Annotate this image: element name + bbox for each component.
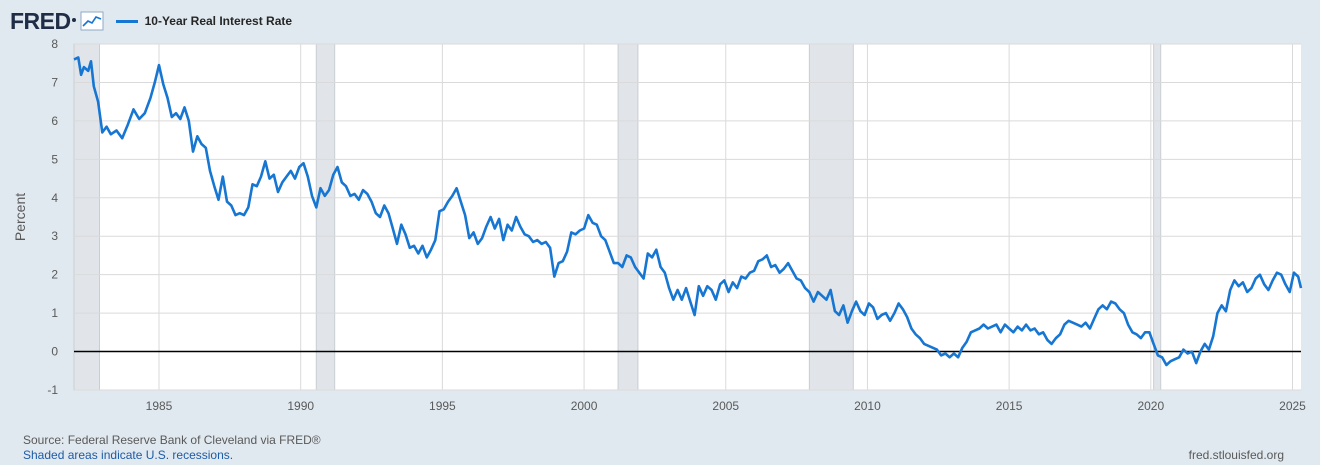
x-tick-label: 2010	[854, 399, 881, 413]
recessions-note[interactable]: Shaded areas indicate U.S. recessions.	[23, 448, 234, 462]
chart-header: FRED 10-Year Real Interest Rate	[10, 6, 292, 36]
y-tick-label: 7	[51, 75, 58, 89]
fred-logo[interactable]: FRED	[10, 7, 71, 34]
series-line	[73, 56, 1303, 367]
chart: -1 0 1 2 3 4 5 6 7 8 1985 1990 1995 2000 2005 2010 2015 2…	[12, 37, 1306, 413]
plot-area	[74, 44, 1301, 390]
source-note: Source: Federal Reserve Bank of Clevelan…	[23, 433, 321, 447]
x-tick-label: 2020	[1137, 399, 1164, 413]
y-tick-label: -1	[47, 383, 58, 397]
recession-band	[617, 43, 639, 391]
y-tick-label: 4	[51, 191, 58, 205]
line-graph-icon	[80, 11, 104, 31]
y-tick-label: 1	[51, 306, 58, 320]
x-tick-label: 2015	[996, 399, 1023, 413]
y-axis-title: Percent	[12, 193, 28, 241]
x-tick-label: 1990	[287, 399, 314, 413]
footer-notes: Source: Federal Reserve Bank of Clevelan…	[23, 433, 321, 463]
recession-band	[808, 43, 854, 391]
recession-band	[1153, 43, 1162, 391]
fred-logo-dot	[71, 18, 76, 22]
y-tick-label: 2	[51, 268, 58, 282]
x-tick-label: 1985	[146, 399, 173, 413]
y-tick-label: 5	[51, 152, 58, 166]
recession-band	[315, 43, 336, 391]
x-tick-label: 2000	[571, 399, 598, 413]
chart-legend: 10-Year Real Interest Rate	[115, 14, 293, 28]
x-tick-label: 2005	[712, 399, 739, 413]
y-tick-label: 8	[51, 37, 58, 51]
legend-label: 10-Year Real Interest Rate	[144, 14, 293, 28]
y-tick-label: 0	[51, 345, 58, 359]
y-tick-label: 3	[51, 229, 58, 243]
site-link[interactable]: fred.stlouisfed.org	[1188, 448, 1284, 462]
y-tick-label: 6	[51, 114, 58, 128]
x-tick-label: 1995	[429, 399, 456, 413]
legend-swatch	[115, 19, 138, 23]
x-tick-label: 2025	[1279, 399, 1306, 413]
